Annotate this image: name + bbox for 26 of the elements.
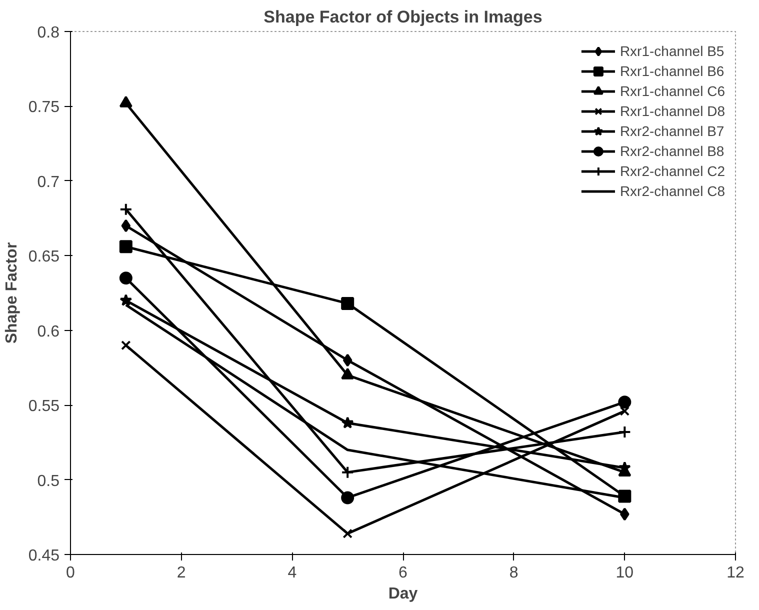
y-tick-label: 0.6 [37,323,60,340]
y-tick-label: 0.45 [28,548,60,564]
chart-title: Shape Factor of Objects in Images [264,8,542,26]
x-tick-label: 2 [176,564,186,582]
legend-label: Rxr2-channel B8 [620,143,724,159]
legend-label: Rxr1-channel C6 [620,83,725,99]
legend-label: Rxr2-channel B7 [620,123,724,139]
legend-label: Rxr2-channel C2 [620,163,725,179]
x-tick-label: 0 [66,564,76,582]
y-tick-label: 0.7 [37,174,60,191]
y-tick-label: 0.65 [28,248,60,266]
y-axis-title: Shape Factor [3,242,20,344]
x-tick-label: 10 [616,564,634,582]
legend-label: Rxr1-channel D8 [620,103,725,119]
x-tick-label: 12 [726,564,744,582]
y-tick-label: 0.75 [28,99,60,116]
x-axis-title: Day [388,586,418,602]
y-tick-label: 0.8 [37,24,60,42]
legend-label: Rxr1-channel B5 [620,43,724,59]
x-tick-label: 8 [509,564,518,582]
legend-label: Rxr1-channel B6 [620,63,724,79]
y-tick-label: 0.55 [28,398,60,416]
x-tick-label: 6 [398,564,408,582]
y-tick-label: 0.5 [37,472,60,490]
x-tick-label: 4 [288,564,297,582]
legend-label: Rxr2-channel C8 [620,183,725,199]
